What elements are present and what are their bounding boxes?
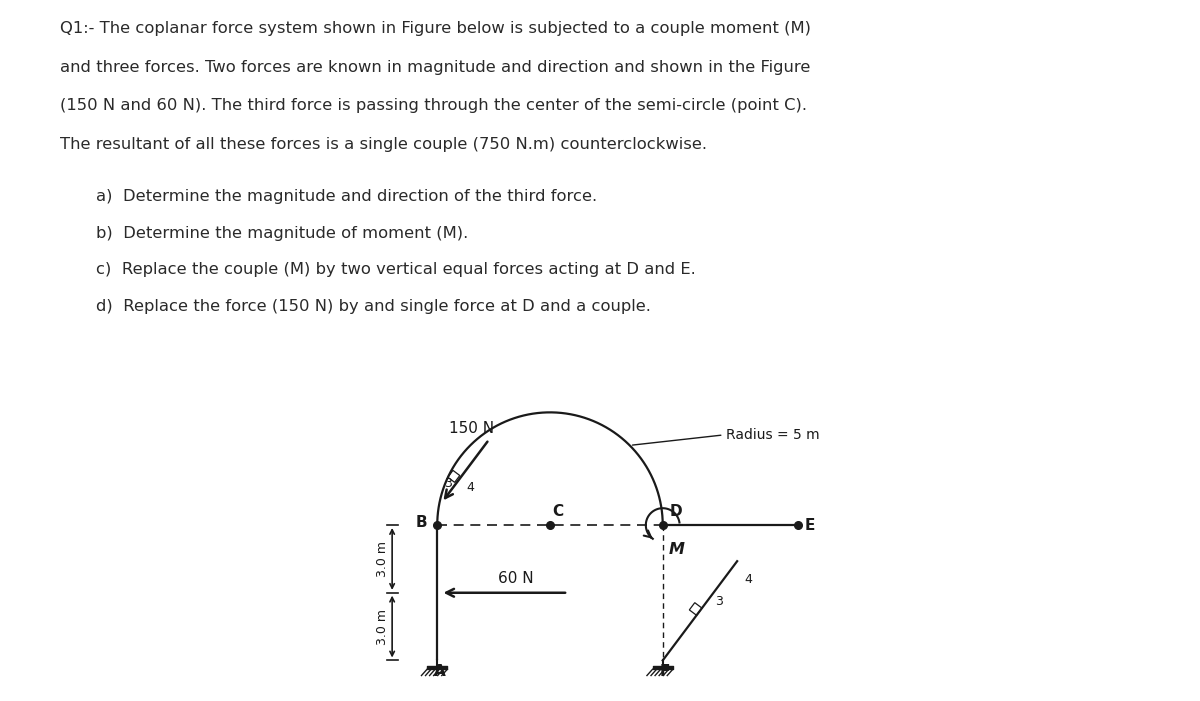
Text: 3: 3: [444, 477, 452, 490]
Text: A: A: [433, 664, 445, 679]
Text: 150 N: 150 N: [449, 421, 493, 436]
Text: d)  Replace the force (150 N) by and single force at D and a couple.: d) Replace the force (150 N) by and sing…: [96, 299, 650, 313]
Text: 4: 4: [466, 482, 474, 494]
Text: 60 N: 60 N: [498, 571, 534, 586]
Text: 4: 4: [744, 573, 751, 586]
Text: Radius = 5 m: Radius = 5 m: [726, 428, 820, 442]
Text: D: D: [670, 505, 682, 519]
Text: b)  Determine the magnitude of moment (M).: b) Determine the magnitude of moment (M)…: [96, 226, 468, 240]
Text: E: E: [805, 517, 815, 533]
Text: a)  Determine the magnitude and direction of the third force.: a) Determine the magnitude and direction…: [96, 189, 598, 204]
Text: C: C: [552, 505, 563, 519]
Text: 3: 3: [715, 595, 724, 608]
Text: (150 N and 60 N). The third force is passing through the center of the semi-circ: (150 N and 60 N). The third force is pas…: [60, 98, 808, 113]
Text: M: M: [668, 543, 684, 557]
Text: 3.0 m: 3.0 m: [376, 608, 389, 645]
Text: F: F: [660, 664, 670, 679]
Text: c)  Replace the couple (M) by two vertical equal forces acting at D and E.: c) Replace the couple (M) by two vertica…: [96, 262, 696, 277]
Text: The resultant of all these forces is a single couple (750 N.m) counterclockwise.: The resultant of all these forces is a s…: [60, 137, 707, 151]
Text: and three forces. Two forces are known in magnitude and direction and shown in t: and three forces. Two forces are known i…: [60, 60, 810, 74]
Text: Q1:- The coplanar force system shown in Figure below is subjected to a couple mo: Q1:- The coplanar force system shown in …: [60, 21, 811, 36]
Text: B: B: [415, 515, 427, 531]
Text: 3.0 m: 3.0 m: [376, 541, 389, 577]
